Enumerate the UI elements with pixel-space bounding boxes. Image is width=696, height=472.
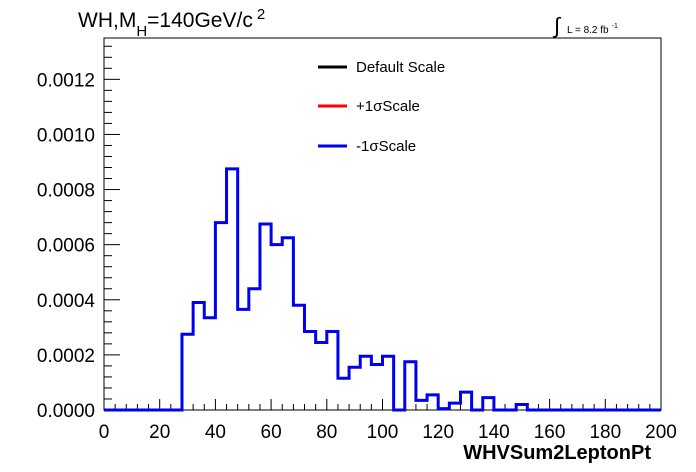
x-tick-label: 0: [99, 422, 110, 443]
legend-label-minus1sigma: -1σScale: [356, 138, 416, 155]
title-superscript: 2: [257, 6, 265, 23]
data-series: [104, 167, 661, 412]
title-main: WH,M: [78, 9, 136, 32]
legend-label-default: Default Scale: [356, 59, 445, 76]
luminosity-integral-symbol: ∫: [552, 13, 562, 38]
x-tick-label: 80: [316, 422, 337, 443]
x-tick-label: 20: [149, 422, 170, 443]
x-tick-label: 200: [645, 422, 677, 443]
x-tick-label: 60: [261, 422, 282, 443]
y-tick-label: 0.0002: [37, 346, 95, 367]
title-value: =140GeV/c: [147, 9, 253, 32]
axes-ticks: 0 20 40 60 80 100 120 140 160 180 200 0.0000 0.0002 0…: [37, 45, 677, 443]
x-tick-label: 40: [205, 422, 226, 443]
luminosity-superscript: -1: [612, 23, 618, 30]
x-tick-label: 140: [478, 422, 510, 443]
histogram-line: [104, 167, 661, 412]
legend: Default Scale +1σScale -1σScale: [318, 59, 445, 155]
x-tick-label: 180: [589, 422, 621, 443]
y-tick-label: 0.0004: [37, 291, 96, 312]
y-tick-label: 0.0010: [37, 125, 95, 146]
luminosity-label: L = 8.2 fb -1: [567, 23, 618, 36]
x-tick-label: 120: [422, 422, 454, 443]
luminosity-value: L = 8.2 fb: [567, 25, 609, 36]
x-axis-label: WHVSum2LeptonPt: [463, 442, 651, 464]
y-tick-label: 0.0012: [37, 70, 95, 91]
y-tick-label: 0.0000: [37, 401, 95, 422]
plot-title: WH,MH=140GeV/c 2: [78, 6, 265, 40]
x-tick-label: 160: [534, 422, 566, 443]
y-tick-label: 0.0006: [37, 236, 95, 257]
y-tick-label: 0.0008: [37, 181, 95, 202]
x-tick-label: 100: [367, 422, 399, 443]
title-subscript: H: [136, 23, 147, 40]
legend-label-plus1sigma: +1σScale: [356, 98, 420, 115]
